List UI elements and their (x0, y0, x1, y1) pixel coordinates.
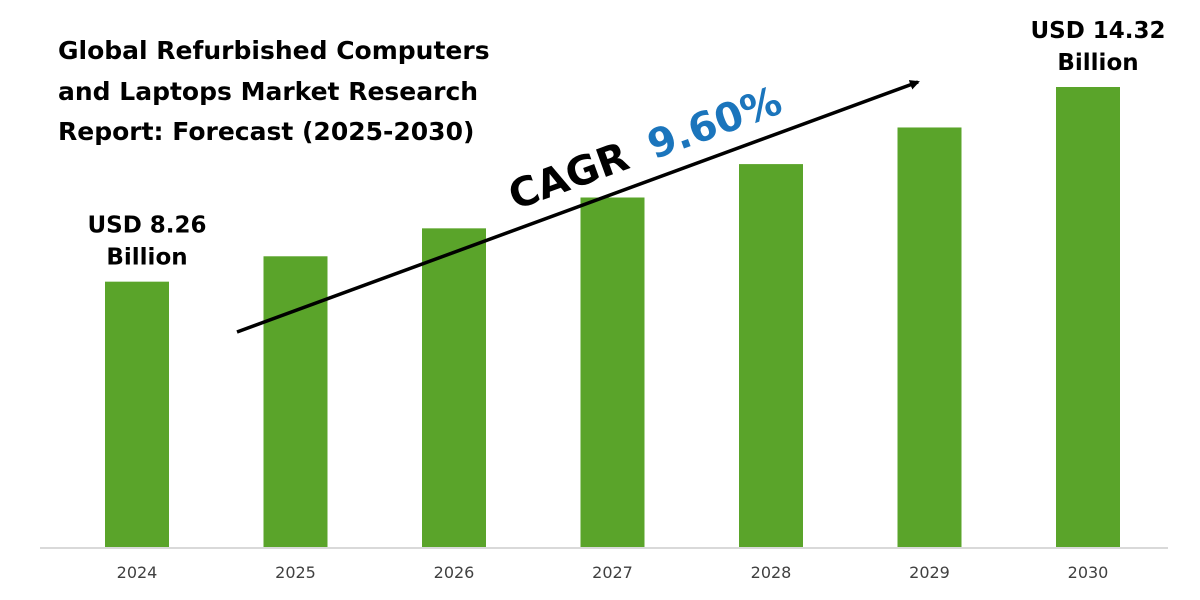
x-tick-label-2027: 2027 (592, 563, 633, 582)
bar-2024 (105, 281, 169, 547)
x-tick-label-2025: 2025 (275, 563, 316, 582)
x-tick-label-2024: 2024 (117, 563, 158, 582)
bar-2028 (739, 164, 803, 547)
x-tick-label-2026: 2026 (434, 563, 475, 582)
bar-2029 (897, 127, 962, 548)
value-label-2024-line-2: Billion (106, 245, 187, 271)
x-tick-label-2029: 2029 (909, 563, 950, 582)
bar-2025 (263, 256, 328, 547)
value-label-2024-line-1: USD 8.26 (87, 213, 206, 239)
x-axis-tick-labels: 2024 2025 2026 2027 2028 2029 2030 (117, 563, 1109, 582)
chart-title-line-2: and Laptops Market Research (58, 77, 479, 106)
chart-title-line-3: Report: Forecast (2025-2030) (58, 117, 475, 146)
x-tick-label-2028: 2028 (751, 563, 792, 582)
value-annotations: USD 8.26 Billion USD 14.32 Billion (87, 18, 1165, 271)
bar-2026 (422, 228, 486, 548)
x-tick-label-2030: 2030 (1068, 563, 1109, 582)
bars (105, 87, 1120, 548)
cagr-trend-arrow (236, 80, 920, 334)
value-label-2030-line-1: USD 14.32 (1030, 18, 1165, 44)
chart-title-line-1: Global Refurbished Computers (58, 36, 490, 65)
value-label-2030-line-2: Billion (1057, 50, 1138, 76)
bar-2030 (1056, 87, 1120, 547)
bar-2027 (580, 197, 645, 547)
